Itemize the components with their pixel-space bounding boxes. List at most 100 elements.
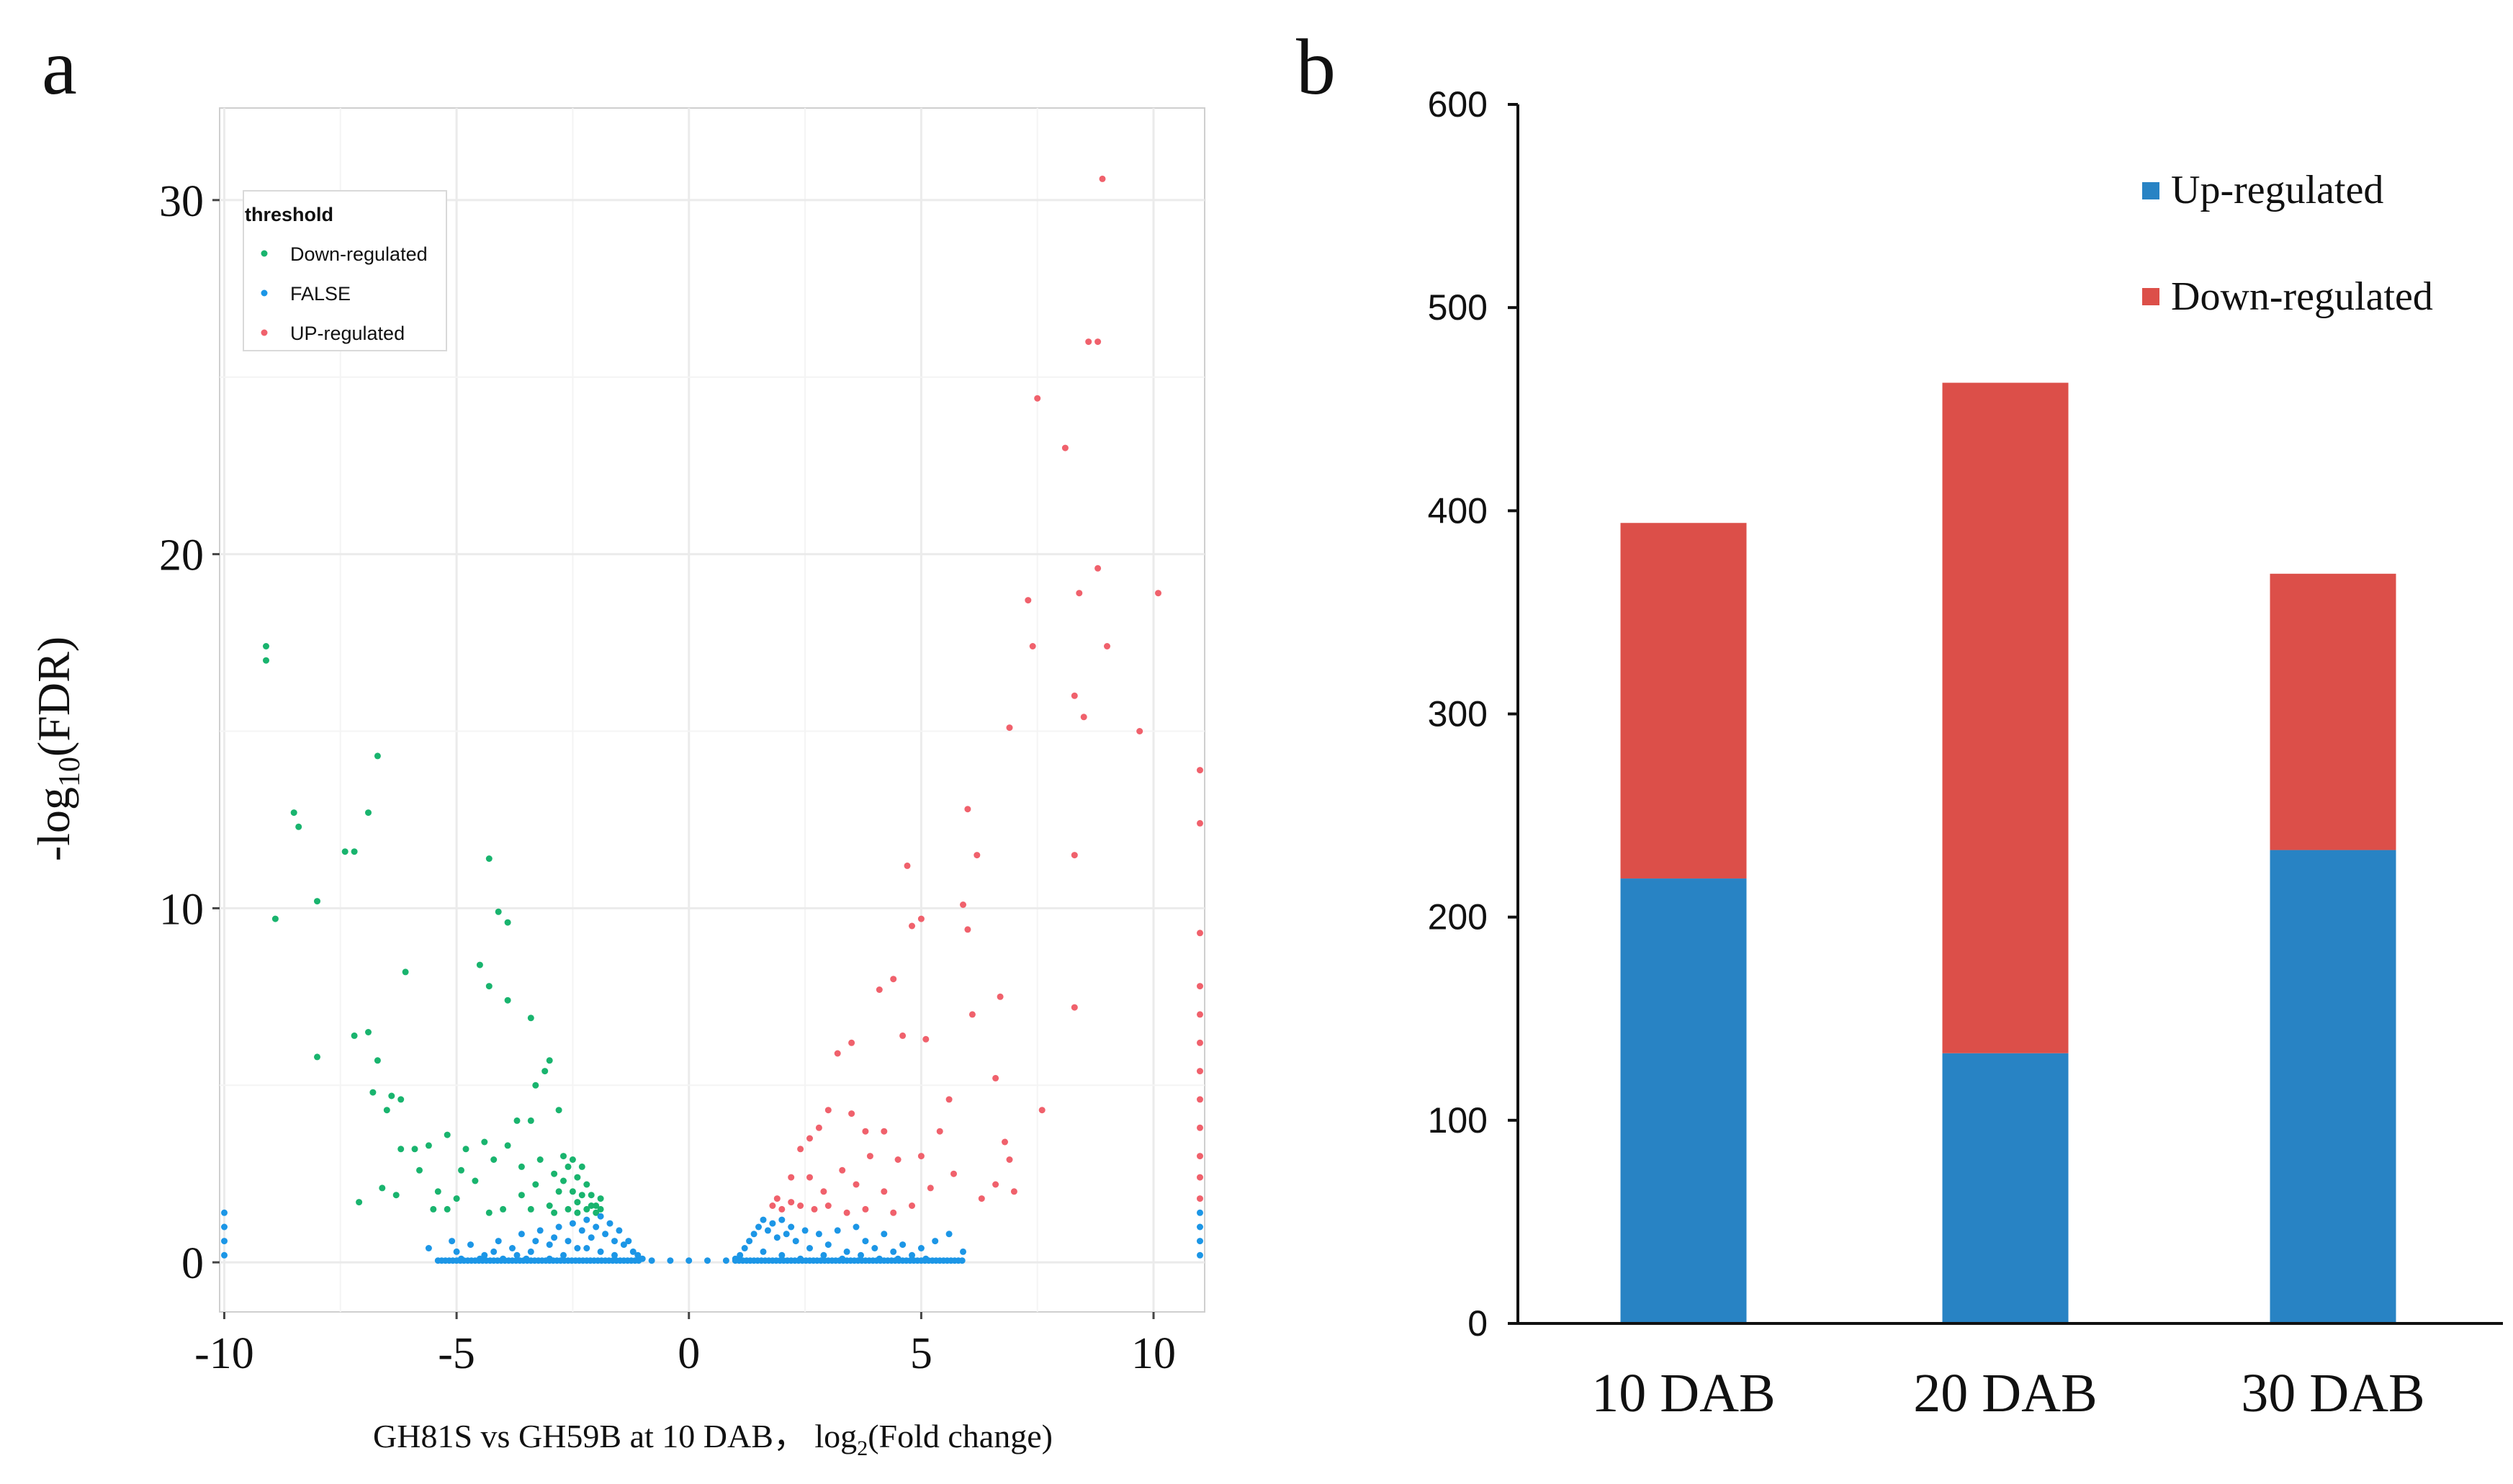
point-false-39 <box>583 1245 590 1251</box>
point-up-regulated-14 <box>1006 724 1013 732</box>
point-false-18 <box>593 1223 600 1231</box>
point-down-regulated-31 <box>481 1138 488 1146</box>
point-down-regulated-29 <box>444 1131 451 1138</box>
point-false-74 <box>778 1251 786 1259</box>
bar-30-dab-down-regulated <box>2270 573 2396 850</box>
point-down-regulated-59 <box>500 1205 507 1213</box>
point-down-regulated-12 <box>374 1057 381 1064</box>
point-false-6 <box>509 1245 516 1251</box>
point-false-71 <box>945 1231 953 1238</box>
volcano-legend-title: threshold <box>245 204 333 225</box>
point-up-regulated-7 <box>1155 590 1161 597</box>
point-false-34 <box>560 1251 567 1259</box>
point-down-regulated-68 <box>458 1166 464 1174</box>
point-up-regulated-44 <box>824 1107 832 1114</box>
point-down-regulated-37 <box>555 1107 562 1114</box>
point-false-73 <box>760 1248 767 1255</box>
volcano-points <box>221 175 1203 1264</box>
point-false-54 <box>788 1223 795 1231</box>
point-false-37 <box>513 1251 521 1259</box>
point-down-regulated-20 <box>504 919 511 926</box>
point-false-78 <box>858 1251 864 1259</box>
point-up-regulated-51 <box>839 1166 846 1174</box>
x-tick-label-0: -10 <box>194 1329 254 1378</box>
point-down-regulated-49 <box>588 1192 595 1199</box>
point-down-regulated-16 <box>402 968 409 976</box>
point-down-regulated-53 <box>574 1199 581 1206</box>
point-false-53 <box>783 1231 790 1238</box>
point-false-baseline-119 <box>685 1257 693 1264</box>
point-false-45 <box>746 1238 753 1245</box>
point-false-66 <box>890 1248 897 1255</box>
point-false-40 <box>597 1248 604 1255</box>
point-down-regulated-7 <box>351 848 358 855</box>
legend-entry-up-regulated: UP-regulated <box>290 323 405 344</box>
point-false-15 <box>578 1227 585 1234</box>
point-false-4 <box>481 1251 488 1259</box>
point-false-27 <box>634 1251 642 1259</box>
stacked-bar-chart: 0 100 200 300 400 500 600 10 DAB 20 DAB 30 DAB U… <box>1428 84 2503 1424</box>
legend-entry-false: FALSE <box>290 283 351 305</box>
point-down-regulated-56 <box>546 1202 553 1209</box>
point-up-regulated-60 <box>769 1202 776 1209</box>
point-down-regulated-42 <box>551 1170 558 1177</box>
volcano-gridlines <box>220 108 1205 1312</box>
point-up-regulated-80 <box>1197 819 1203 827</box>
point-false-2 <box>453 1248 460 1255</box>
point-up-regulated-65 <box>811 1205 818 1213</box>
point-false-baseline-116 <box>958 1257 966 1264</box>
point-up-regulated-10 <box>1029 643 1036 649</box>
point-false-11 <box>555 1223 562 1231</box>
point-down-regulated-43 <box>560 1153 567 1160</box>
point-down-regulated-30 <box>462 1146 469 1153</box>
point-down-regulated-4 <box>271 915 279 922</box>
point-up-regulated-0 <box>1099 175 1106 182</box>
point-down-regulated-71 <box>578 1192 585 1199</box>
point-up-regulated-53 <box>866 1153 873 1160</box>
point-up-regulated-48 <box>788 1174 795 1181</box>
point-up-regulated-28 <box>834 1050 841 1057</box>
point-down-regulated-18 <box>485 855 493 862</box>
point-down-regulated-38 <box>527 1117 534 1124</box>
point-down-regulated-47 <box>578 1163 585 1170</box>
point-up-regulated-57 <box>950 1170 957 1177</box>
point-down-regulated-45 <box>569 1156 576 1163</box>
point-up-regulated-64 <box>797 1202 804 1209</box>
point-down-regulated-32 <box>504 1142 511 1149</box>
point-false-64 <box>871 1245 878 1251</box>
point-up-regulated-33 <box>1038 1107 1046 1114</box>
point-down-regulated-74 <box>597 1205 604 1213</box>
point-down-regulated-34 <box>532 1081 539 1089</box>
bar-30-dab-up-regulated <box>2270 850 2396 1323</box>
point-false-85 <box>221 1209 228 1216</box>
point-up-regulated-27 <box>876 986 883 993</box>
point-up-regulated-58 <box>978 1195 985 1202</box>
point-down-regulated-79 <box>444 1205 451 1213</box>
legend-dot-up-regulated <box>261 329 268 336</box>
point-up-regulated-69 <box>890 1209 897 1216</box>
point-down-regulated-66 <box>356 1199 363 1206</box>
point-down-regulated-55 <box>555 1188 562 1195</box>
point-false-59 <box>824 1241 832 1249</box>
point-up-regulated-67 <box>843 1209 850 1216</box>
point-false-19 <box>597 1213 604 1220</box>
point-false-16 <box>583 1216 590 1223</box>
point-down-regulated-58 <box>518 1192 525 1199</box>
point-up-regulated-36 <box>1010 1188 1017 1195</box>
x-tick-label-2: 0 <box>678 1329 700 1378</box>
bar-legend-entry-up-regulated: Up-regulated <box>2171 168 2383 212</box>
point-up-regulated-43 <box>848 1110 855 1118</box>
volcano-y-axis-label: -log10(FDR) <box>28 637 86 861</box>
point-false-baseline-121 <box>722 1257 729 1264</box>
point-down-regulated-48 <box>583 1181 590 1188</box>
point-up-regulated-19 <box>917 915 925 922</box>
point-down-regulated-11 <box>365 1029 372 1035</box>
point-false-62 <box>853 1223 860 1231</box>
point-false-baseline-118 <box>667 1257 674 1264</box>
point-up-regulated-26 <box>890 976 897 983</box>
bar-legend: Up-regulated Down-regulated <box>2142 168 2433 319</box>
point-false-83 <box>221 1238 228 1245</box>
point-false-9 <box>536 1227 544 1234</box>
point-false-1 <box>425 1245 432 1251</box>
point-up-regulated-20 <box>909 922 915 930</box>
